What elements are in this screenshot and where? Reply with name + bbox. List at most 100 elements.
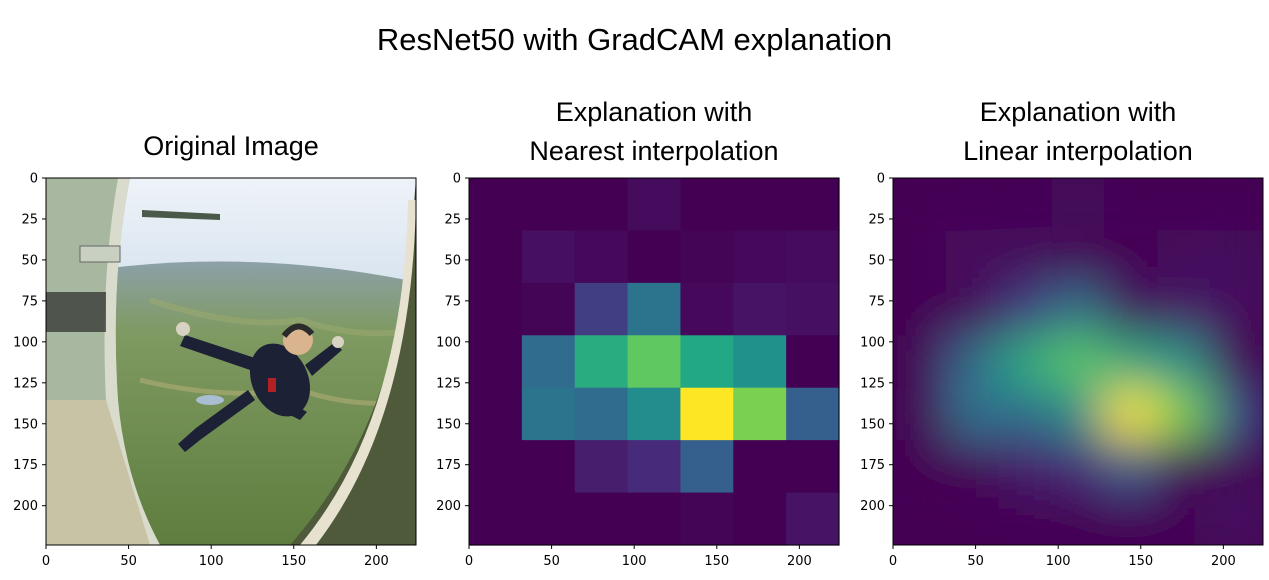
- heat-cell: [893, 440, 947, 494]
- heat-cell: [1157, 178, 1211, 232]
- heat-cell: [893, 492, 947, 545]
- heat-cell: [1104, 230, 1158, 284]
- axes-frame: [468, 177, 840, 546]
- heat-cell: [1104, 178, 1158, 232]
- panel-title-original: Original Image: [143, 131, 319, 161]
- heat-cell: [469, 387, 523, 441]
- y-tick-label: 150: [436, 417, 461, 432]
- heat-cell: [893, 387, 947, 441]
- heat-cell: [1051, 335, 1106, 389]
- heat-cell: [680, 440, 734, 494]
- heat-cell: [521, 282, 576, 336]
- heat-cell: [1051, 492, 1106, 545]
- heat-cell: [945, 440, 1000, 494]
- y-tick-label: 100: [436, 335, 461, 350]
- x-tick-label: 0: [42, 554, 50, 569]
- y-tick-label: 75: [21, 294, 38, 309]
- heat-cell: [1157, 335, 1211, 389]
- x-tick-label: 0: [465, 554, 473, 569]
- y-tick-label: 75: [868, 294, 885, 309]
- heat-cell: [998, 387, 1053, 441]
- heat-cell: [574, 440, 629, 494]
- heat-cell: [1104, 440, 1158, 494]
- heat-cell: [521, 178, 576, 232]
- x-tick-label: 200: [364, 554, 389, 569]
- heat-cell: [1104, 387, 1158, 441]
- heat-cell: [893, 178, 947, 232]
- y-tick-label: 50: [21, 253, 38, 268]
- heat-cell: [627, 178, 682, 232]
- heat-cell: [574, 335, 629, 389]
- x-tick-label: 100: [622, 554, 647, 569]
- heat-cell: [680, 178, 734, 232]
- heat-cell: [733, 282, 787, 336]
- heat-cell: [786, 230, 840, 284]
- heat-cell: [733, 230, 787, 284]
- heat-cell: [733, 440, 787, 494]
- panel-nearest: [468, 177, 840, 546]
- y-tick-label: 125: [13, 376, 38, 391]
- y-tick-label: 200: [860, 499, 885, 514]
- heat-cell: [1157, 387, 1211, 441]
- heat-cell: [733, 178, 787, 232]
- heat-cell: [574, 178, 629, 232]
- heat-cell: [680, 335, 734, 389]
- heat-cell: [1051, 440, 1106, 494]
- heat-cell: [1051, 178, 1106, 232]
- heat-cell: [574, 387, 629, 441]
- heat-cell: [733, 492, 787, 546]
- heat-cell: [680, 230, 734, 284]
- panel-original: [45, 177, 417, 546]
- heat-cell: [521, 440, 576, 494]
- x-tick-label: 150: [1128, 554, 1153, 569]
- heat-cell: [945, 282, 1000, 336]
- y-tick-label: 0: [30, 172, 38, 187]
- heat-cell: [627, 335, 682, 389]
- figure-title: ResNet50 with GradCAM explanation: [376, 22, 893, 57]
- heat-cell: [786, 387, 840, 441]
- heat-cell: [786, 440, 840, 494]
- heat-cell: [998, 492, 1053, 545]
- heat-cell: [945, 178, 1000, 232]
- heat-cell: [627, 387, 682, 441]
- heat-cell: [945, 230, 1000, 284]
- y-tick-label: 200: [436, 499, 461, 514]
- x-tick-label: 100: [1046, 554, 1071, 569]
- x-tick-label: 0: [889, 554, 897, 569]
- heat-cell: [945, 492, 1000, 545]
- panel-title-linear: Explanation with Linear interpolation: [963, 97, 1193, 166]
- heat-cell: [521, 230, 576, 284]
- heat-cell: [1051, 282, 1106, 336]
- heat-cell: [627, 282, 682, 336]
- heat-cell: [786, 282, 840, 336]
- heat-cell: [1210, 230, 1263, 284]
- heat-cell: [680, 387, 734, 441]
- panel-title-nearest: Explanation with Nearest interpolation: [529, 97, 779, 166]
- y-tick-label: 25: [444, 212, 461, 227]
- heat-cell: [893, 230, 947, 284]
- heat-cell: [1051, 387, 1106, 441]
- heat-cell: [1210, 492, 1263, 545]
- heat-cell: [680, 282, 734, 336]
- heat-cell: [627, 230, 682, 284]
- y-tick-label: 0: [877, 172, 885, 187]
- y-tick-label: 150: [13, 417, 38, 432]
- y-tick-label: 75: [444, 294, 461, 309]
- y-tick-label: 175: [436, 458, 461, 473]
- heat-cell: [469, 440, 523, 494]
- y-tick-label: 175: [13, 458, 38, 473]
- heat-cell: [469, 282, 523, 336]
- heat-cell: [1051, 230, 1106, 284]
- heat-cell: [786, 178, 840, 232]
- heat-cell: [469, 492, 523, 546]
- heat-cell: [1157, 282, 1211, 336]
- panel-linear: [892, 177, 1264, 546]
- heat-cell: [469, 178, 523, 232]
- x-tick-label: 200: [1211, 554, 1236, 569]
- heat-cell: [945, 335, 1000, 389]
- heat-cell: [574, 230, 629, 284]
- heat-cell: [733, 387, 787, 441]
- x-tick-label: 50: [120, 554, 137, 569]
- heat-cell: [998, 230, 1053, 284]
